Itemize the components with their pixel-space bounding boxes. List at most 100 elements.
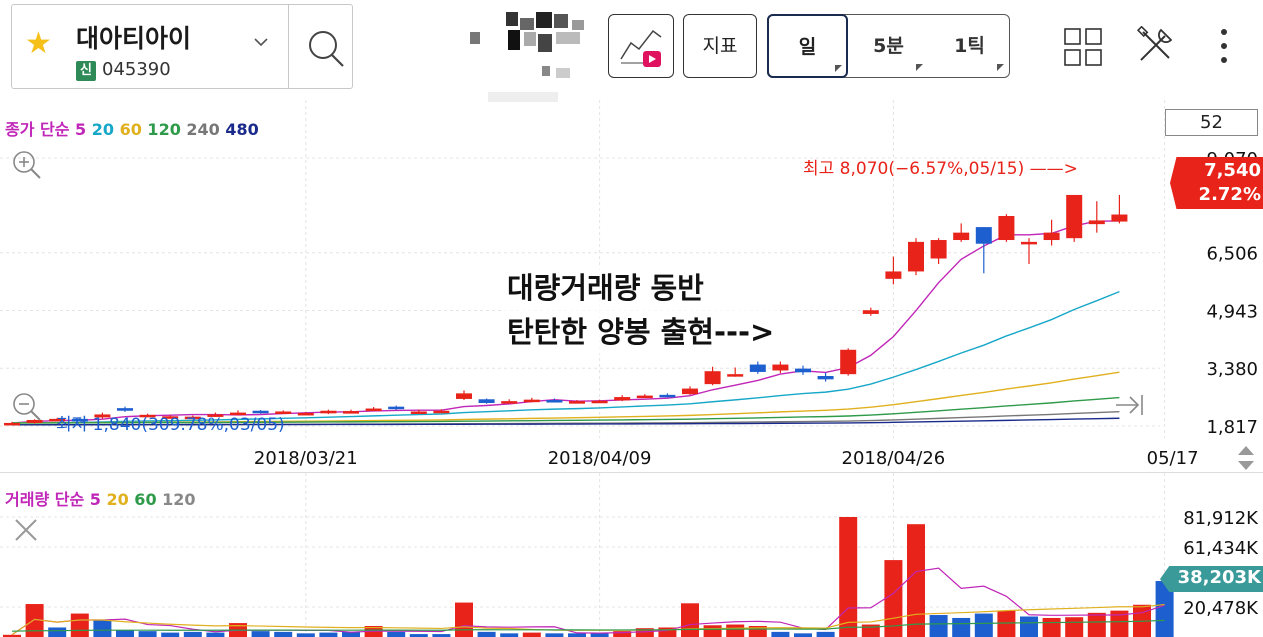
x-tick-label: 2018/04/26 — [842, 448, 946, 469]
candle-body — [749, 364, 766, 372]
volume-bar — [477, 631, 496, 637]
candle-body — [365, 408, 382, 412]
period-selector: 일 5분 1틱 — [767, 14, 1010, 78]
y-tick-label: 4,943 — [1206, 301, 1258, 322]
grid-layout-icon[interactable] — [1064, 28, 1102, 66]
volume-bar — [997, 610, 1016, 637]
volume-bar — [93, 620, 112, 637]
period-day-button[interactable]: 일 — [767, 14, 848, 78]
candle-body — [71, 418, 88, 422]
candle-body — [410, 411, 427, 414]
candle-body — [1111, 214, 1128, 222]
favorite-star-icon[interactable]: ★ — [25, 26, 52, 61]
candle-body — [388, 406, 405, 410]
volume-bar — [907, 524, 925, 637]
price-legend: 종가 단순 5 20 60 120 240 480 — [5, 116, 259, 140]
ma-line-480 — [11, 417, 1120, 426]
period-label: 1틱 — [954, 35, 985, 57]
y-tick-label: 6,506 — [1206, 244, 1258, 265]
chart-type-button[interactable] — [608, 14, 674, 78]
close-icon[interactable] — [12, 516, 40, 548]
ma-legend-item: 5 — [89, 490, 101, 509]
y-tick-label: 3,380 — [1206, 359, 1258, 380]
volume-bar — [455, 602, 473, 637]
volume-bar — [161, 632, 180, 637]
candle-body — [230, 412, 246, 416]
candle-body — [117, 408, 133, 411]
stock-code: 045390 — [102, 59, 171, 80]
volume-bar — [432, 634, 451, 637]
candle-count-box[interactable]: 52 — [1165, 109, 1258, 136]
candle-body — [26, 419, 43, 423]
volume-bar — [613, 631, 632, 637]
candle-body — [433, 410, 450, 414]
legend-prefix: 종가 단순 — [5, 120, 70, 139]
volume-bar — [1110, 610, 1129, 637]
scroll-to-end-icon[interactable] — [1114, 392, 1146, 422]
y-tick-label: 1,817 — [1206, 417, 1258, 438]
candle-body — [320, 410, 337, 414]
indicator-button[interactable]: 지표 — [683, 14, 757, 78]
top-toolbar: ★ 대아티아이 신 045390 지표 — [0, 0, 1263, 102]
volume-ma-line-60 — [11, 619, 1165, 632]
redacted-image — [470, 12, 584, 102]
annotation-line: 대량거래량 동반 — [507, 271, 704, 305]
candle-body — [953, 232, 970, 241]
price-chart[interactable]: 9,0706,5064,9433,3801,8172018/03/212018/… — [0, 100, 1263, 472]
volume-bar — [545, 633, 564, 637]
ma-line-120 — [11, 396, 1120, 424]
candle-body — [591, 400, 608, 404]
volume-bar — [590, 632, 609, 637]
volume-bar — [748, 626, 767, 637]
candle-body — [795, 368, 811, 373]
current-price-tag — [1170, 157, 1263, 209]
search-icon[interactable] — [301, 20, 351, 75]
ma-legend-item: 5 — [75, 120, 87, 139]
stock-name: 대아티아이 — [76, 24, 192, 53]
candle-body — [139, 414, 156, 418]
volume-bar — [251, 631, 270, 637]
ma-line-5 — [11, 220, 1120, 424]
chevron-down-icon[interactable] — [254, 35, 268, 49]
candle-body — [546, 400, 563, 403]
corner-triangle-icon — [835, 65, 842, 72]
volume-bar — [726, 624, 745, 637]
volume-bar — [70, 613, 89, 637]
zoom-in-icon[interactable] — [10, 148, 44, 186]
volume-bar — [138, 631, 157, 637]
volume-bar — [522, 632, 541, 637]
volume-bar — [952, 617, 971, 637]
volume-bar — [116, 630, 134, 637]
candle-body — [636, 395, 653, 399]
candle-body — [49, 418, 66, 422]
tools-icon[interactable] — [1135, 26, 1175, 66]
candle-body — [659, 394, 676, 398]
ma-legend-item: 120 — [141, 120, 181, 139]
volume-bar — [703, 625, 722, 637]
scroll-arrows-icon[interactable] — [1236, 444, 1256, 476]
candle-body — [478, 399, 495, 403]
stock-selector[interactable]: ★ 대아티아이 신 045390 — [11, 4, 353, 89]
volume-bar — [387, 631, 406, 637]
volume-bar — [658, 627, 677, 637]
legend-prefix: 거래량 단순 — [5, 490, 85, 509]
zoom-out-icon[interactable] — [10, 390, 44, 428]
candle-body — [682, 388, 698, 395]
volume-chart[interactable]: 81,912K 61,434K 20,478K — [0, 473, 1263, 637]
candle-body — [614, 397, 631, 401]
y-tick-label: 81,912K — [1183, 508, 1259, 529]
period-5min-button[interactable]: 5분 — [848, 15, 929, 77]
candle-body — [998, 216, 1015, 241]
corner-triangle-icon — [997, 64, 1004, 71]
volume-bar — [206, 632, 225, 637]
volume-bar — [974, 613, 993, 637]
candle-body — [4, 422, 20, 426]
volume-bar — [1065, 617, 1084, 637]
volume-bar — [25, 604, 44, 637]
volume-bar — [183, 631, 202, 637]
volume-bar — [1020, 616, 1038, 637]
ma-legend-item: 60 — [128, 490, 157, 509]
more-vertical-icon[interactable] — [1212, 26, 1236, 70]
period-1tick-button[interactable]: 1틱 — [929, 15, 1010, 77]
ma-legend-item: 240 — [180, 120, 220, 139]
